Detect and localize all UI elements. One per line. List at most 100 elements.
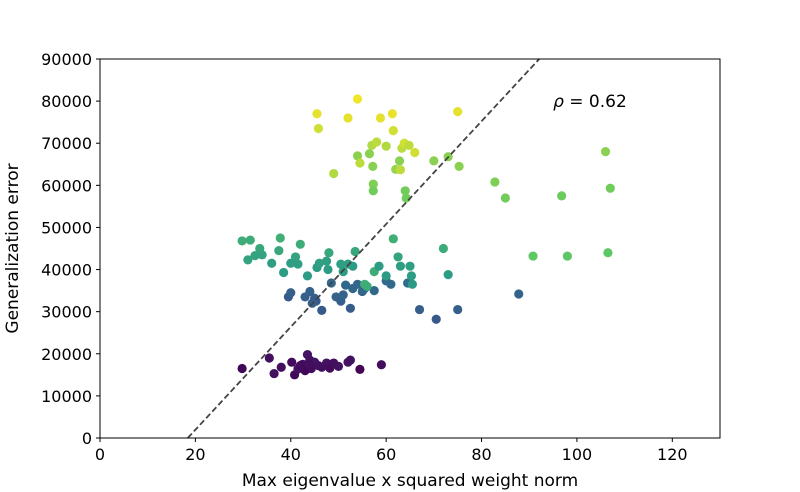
- data-point: [438, 243, 448, 254]
- y-axis-ticks: 0 10000 20000 30000 40000 50000 60000 70000 8000…: [41, 50, 100, 448]
- data-point: [286, 288, 296, 298]
- y-axis-label: Generalization error: [3, 163, 23, 333]
- x-axis-ticks: 0 20 40 60 80 100 120: [95, 438, 688, 464]
- data-point: [352, 94, 363, 104]
- data-point: [312, 109, 322, 119]
- data-point: [257, 250, 267, 260]
- y-tick-label: 70000: [41, 134, 92, 153]
- plot-frame: [99, 58, 721, 439]
- data-point: [381, 271, 391, 281]
- data-point: [352, 279, 363, 289]
- data-point: [603, 248, 613, 258]
- data-point: [279, 267, 289, 278]
- x-tick-label: 60: [376, 445, 396, 464]
- data-point: [374, 261, 384, 271]
- correlation-annotation: ρ = 0.62: [553, 92, 627, 112]
- data-point: [267, 258, 277, 268]
- data-point: [388, 234, 398, 244]
- data-point: [414, 304, 425, 315]
- data-point: [295, 239, 305, 249]
- data-point: [395, 261, 406, 271]
- data-point: [305, 286, 315, 297]
- data-point: [295, 360, 305, 371]
- data-point: [454, 161, 464, 171]
- data-point: [293, 259, 303, 269]
- data-point: [345, 303, 355, 313]
- data-point: [394, 156, 405, 166]
- data-point: [453, 304, 463, 315]
- data-point: [275, 233, 285, 243]
- data-point: [290, 252, 301, 262]
- data-point: [276, 362, 286, 372]
- data-point: [362, 281, 372, 291]
- data-point: [605, 183, 615, 193]
- data-point: [245, 235, 255, 245]
- data-point: [345, 355, 355, 365]
- data-point: [453, 107, 463, 117]
- data-point: [364, 149, 375, 159]
- data-point: [355, 158, 365, 168]
- data-point: [243, 255, 253, 265]
- data-point: [369, 286, 379, 296]
- data-point: [341, 280, 351, 290]
- data-point: [404, 140, 414, 150]
- data-point: [407, 279, 417, 289]
- data-point: [287, 357, 297, 367]
- data-points: [237, 94, 615, 380]
- data-point: [314, 258, 324, 268]
- y-tick-label: 80000: [41, 92, 92, 111]
- data-point: [355, 364, 365, 374]
- y-tick-label: 0: [82, 429, 92, 448]
- data-point: [329, 168, 339, 179]
- data-point: [352, 151, 363, 161]
- data-point: [406, 271, 417, 281]
- data-point: [324, 248, 334, 258]
- data-point: [393, 252, 403, 262]
- data-point: [388, 125, 398, 136]
- data-point: [376, 360, 386, 370]
- x-tick-label: 40: [281, 445, 301, 464]
- x-axis-label: Max eigenvalue x squared weight norm: [242, 471, 578, 491]
- data-point: [313, 123, 324, 134]
- data-point: [302, 271, 313, 281]
- x-tick-label: 20: [185, 445, 205, 464]
- data-point: [323, 264, 333, 275]
- data-point: [410, 147, 420, 158]
- data-point: [395, 165, 406, 175]
- data-point: [317, 305, 327, 316]
- data-point: [500, 193, 510, 203]
- rho-value: = 0.62: [564, 92, 627, 112]
- data-point: [429, 156, 439, 166]
- data-point: [562, 251, 572, 261]
- y-tick-label: 10000: [41, 387, 92, 406]
- data-point: [400, 186, 410, 196]
- rho-symbol: ρ: [553, 92, 564, 112]
- data-point: [336, 259, 346, 269]
- data-point: [375, 113, 386, 123]
- data-point: [237, 236, 247, 246]
- data-point: [321, 256, 332, 266]
- data-point: [405, 261, 415, 271]
- x-tick-label: 0: [95, 445, 105, 464]
- x-tick-label: 80: [471, 445, 491, 464]
- data-point: [333, 361, 344, 372]
- data-point: [304, 359, 314, 369]
- data-point: [600, 147, 611, 157]
- data-point: [443, 270, 453, 280]
- data-point: [528, 251, 538, 261]
- data-point: [368, 186, 378, 196]
- x-tick-label: 100: [562, 445, 593, 464]
- data-point: [343, 113, 353, 123]
- data-point: [387, 109, 397, 119]
- data-point: [372, 137, 382, 147]
- data-point: [286, 258, 296, 268]
- data-point: [269, 368, 279, 379]
- data-point: [274, 246, 284, 256]
- data-point: [557, 191, 567, 201]
- data-point: [250, 251, 260, 261]
- data-point: [350, 246, 360, 257]
- x-tick-label: 120: [657, 445, 688, 464]
- y-tick-label: 20000: [41, 345, 92, 364]
- data-point: [237, 363, 247, 374]
